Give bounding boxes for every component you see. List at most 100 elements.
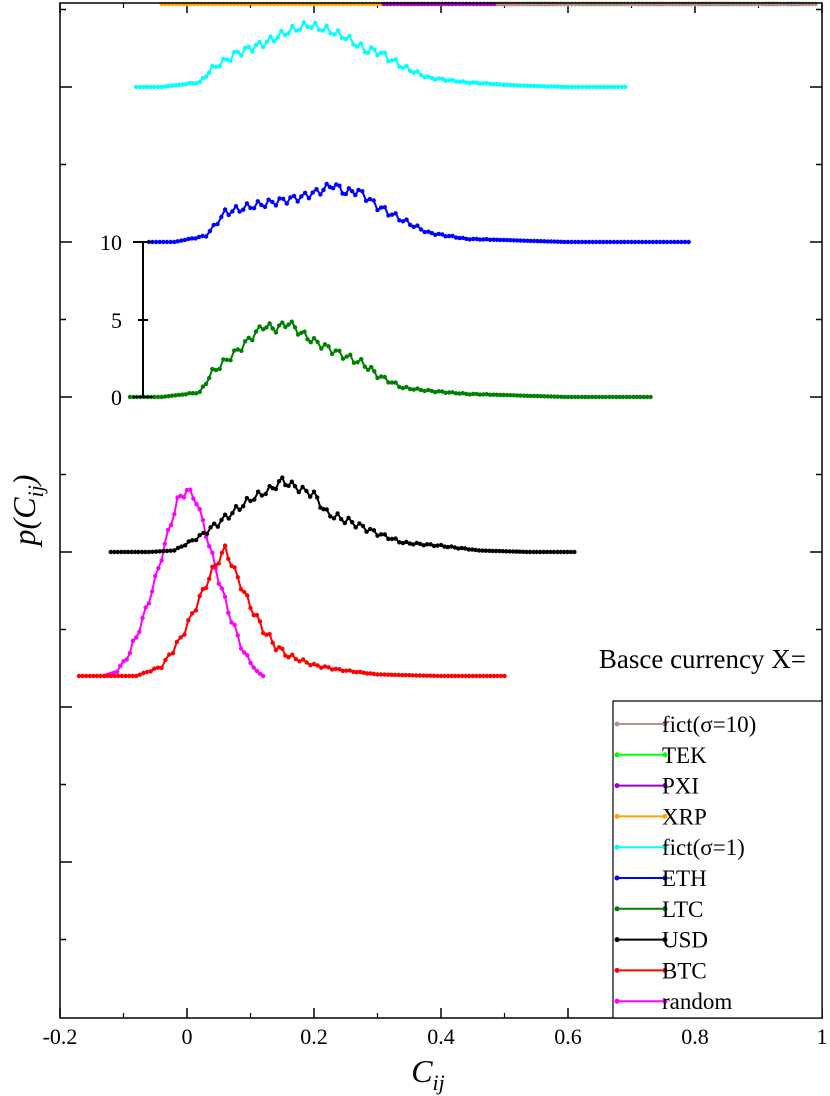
data-point <box>404 384 409 390</box>
data-point <box>622 239 627 245</box>
data-point <box>615 239 620 245</box>
data-point <box>643 239 648 245</box>
data-point <box>679 239 684 245</box>
data-point <box>410 673 415 678</box>
data-point <box>253 42 259 48</box>
data-point <box>189 611 195 616</box>
data-point <box>657 239 663 245</box>
data-point <box>146 601 152 606</box>
data-point <box>248 605 253 611</box>
data-point <box>132 549 138 555</box>
data-point <box>491 392 496 397</box>
data-point <box>474 391 479 397</box>
data-point <box>246 44 251 50</box>
data-point <box>186 539 191 544</box>
data-point <box>288 195 293 200</box>
data-point <box>382 532 387 537</box>
data-point <box>270 326 275 331</box>
data-point <box>375 672 380 677</box>
data-point <box>442 673 447 679</box>
data-point <box>248 205 253 211</box>
data-point <box>286 483 291 488</box>
data-point <box>239 348 244 353</box>
data-point <box>443 390 448 395</box>
data-point <box>364 529 369 534</box>
data-point <box>473 547 478 553</box>
data-point <box>654 239 659 245</box>
data-point <box>518 238 523 243</box>
data-point <box>237 209 242 214</box>
data-point <box>477 673 482 679</box>
data-point <box>487 81 493 87</box>
data-point <box>368 671 373 676</box>
data-point <box>426 387 431 393</box>
data-point <box>248 660 253 665</box>
data-point <box>94 673 100 679</box>
data-point <box>491 237 496 242</box>
data-point <box>294 28 299 33</box>
data-point <box>259 493 265 498</box>
data-point <box>590 239 595 245</box>
data-point <box>276 479 282 484</box>
legend-marker <box>614 783 620 789</box>
data-point <box>525 238 530 243</box>
data-point <box>481 392 486 397</box>
legend-item: fict(σ=1) <box>614 835 745 860</box>
data-point <box>189 236 195 241</box>
data-point <box>457 79 462 85</box>
data-point <box>477 81 483 86</box>
data-point <box>210 550 215 555</box>
data-point <box>504 82 510 88</box>
data-point <box>182 632 187 637</box>
data-point <box>474 673 479 679</box>
data-point <box>555 394 560 399</box>
data-point <box>528 238 533 244</box>
data-point <box>150 549 155 554</box>
data-point <box>308 494 313 499</box>
data-point <box>250 338 255 343</box>
data-point <box>507 549 512 554</box>
data-point <box>397 64 402 69</box>
data-point <box>555 549 560 555</box>
data-point <box>168 548 173 553</box>
data-point <box>337 348 342 353</box>
data-point <box>460 79 466 84</box>
data-point <box>644 394 650 400</box>
data-point <box>275 35 280 40</box>
data-point <box>309 25 314 30</box>
data-point <box>442 544 447 549</box>
data-point <box>358 41 364 46</box>
data-point <box>538 394 544 399</box>
data-point <box>340 668 346 674</box>
data-point <box>565 549 570 555</box>
data-point <box>538 549 543 555</box>
data-point <box>159 394 164 400</box>
data-point <box>601 84 606 90</box>
data-point <box>200 233 205 239</box>
data-point <box>235 575 240 580</box>
data-point <box>433 389 438 395</box>
data-point <box>548 239 554 244</box>
data-point <box>197 79 202 85</box>
data-point <box>304 488 309 494</box>
series-random <box>102 487 266 679</box>
data-point <box>559 239 564 244</box>
data-point <box>596 394 602 400</box>
data-point <box>105 673 110 679</box>
data-point <box>130 638 136 643</box>
data-point <box>545 394 550 399</box>
legend-item: PXI <box>614 774 699 799</box>
legend-label: BTC <box>662 958 707 983</box>
data-point <box>337 183 342 188</box>
data-point <box>155 84 161 90</box>
data-point <box>297 27 303 32</box>
data-point <box>620 394 626 400</box>
data-point <box>115 549 120 555</box>
data-point <box>116 673 121 679</box>
data-point <box>251 665 256 670</box>
data-point <box>508 82 513 88</box>
data-point <box>467 237 472 242</box>
data-point <box>375 52 380 58</box>
data-point <box>368 526 373 532</box>
data-point <box>428 542 433 547</box>
